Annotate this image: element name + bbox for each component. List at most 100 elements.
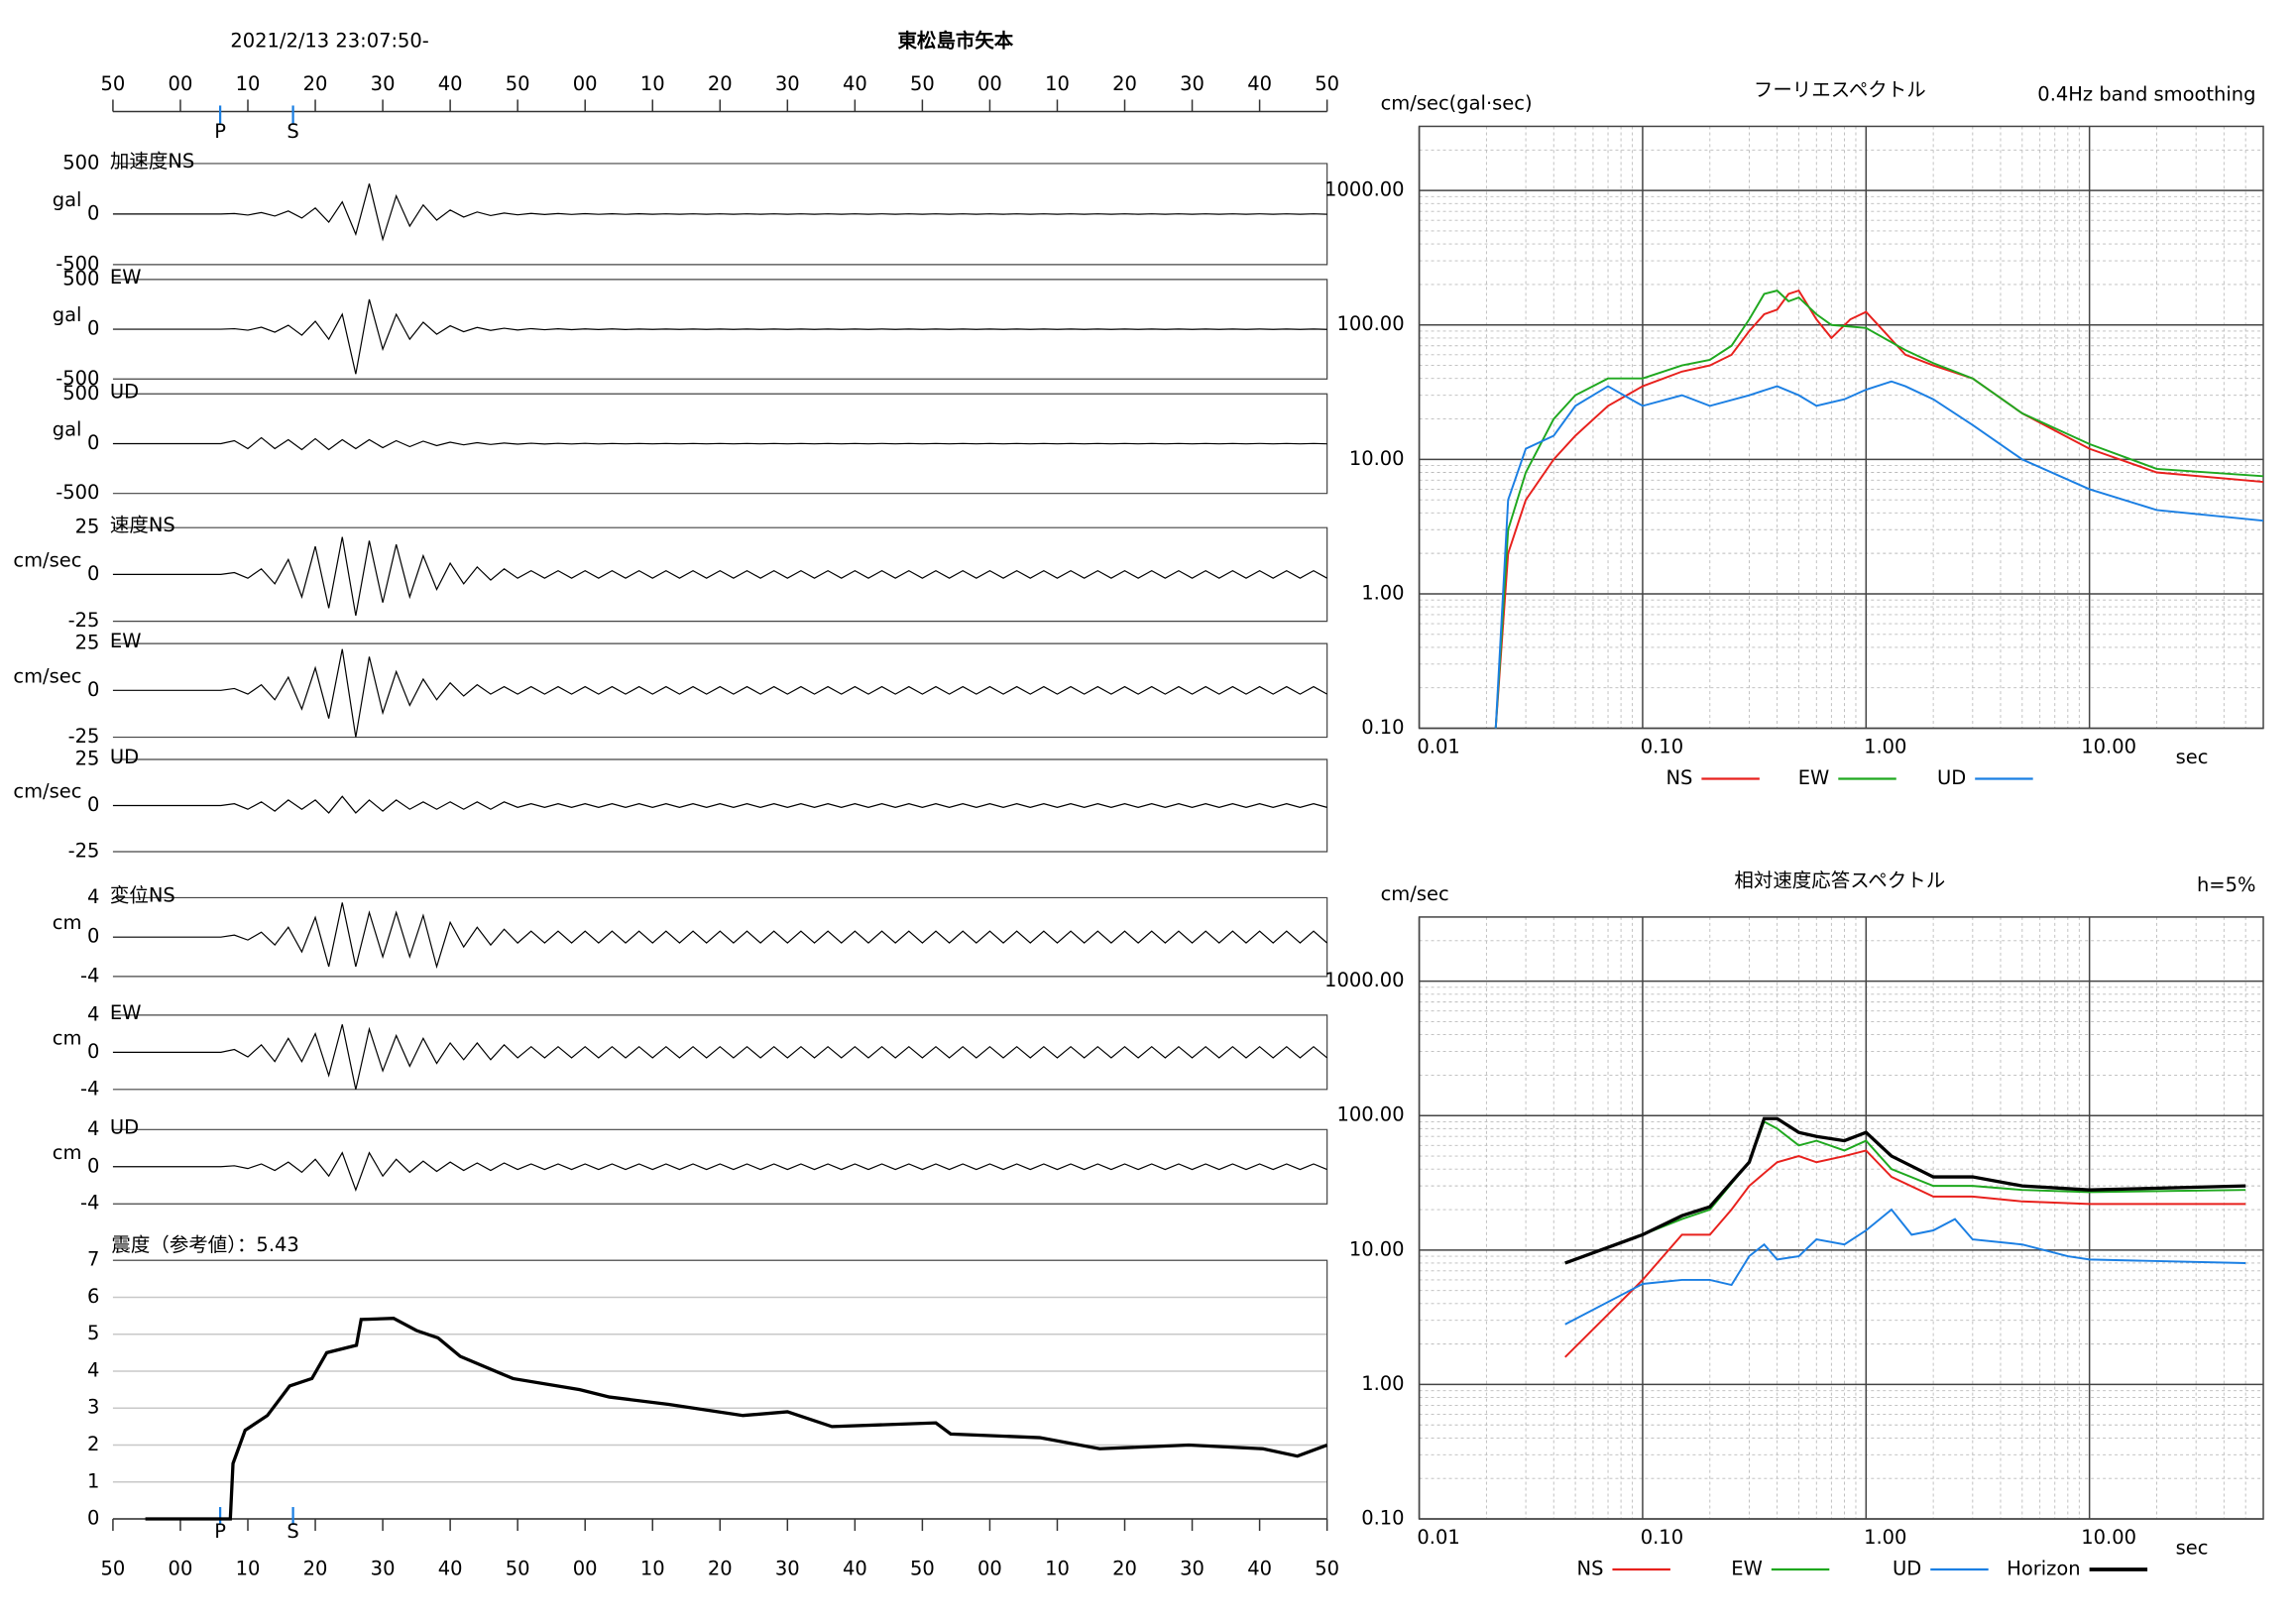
time-tick-label: 00: [573, 1558, 598, 1580]
y-tick-label: 4: [87, 885, 99, 908]
chart-subtitle: 0.4Hz band smoothing: [2037, 82, 2255, 105]
y-tick-label: 1: [87, 1469, 99, 1492]
trace-label: UD: [110, 380, 139, 403]
x-tick-label: 1.00: [1864, 736, 1906, 758]
time-tick-label: 30: [1180, 1558, 1205, 1580]
y-tick-label: 500: [62, 267, 99, 290]
legend-label: Horizon: [2007, 1558, 2080, 1580]
phase-label: P: [214, 120, 226, 143]
y-tick-label: -25: [68, 725, 100, 748]
x-tick-label: 10.00: [2081, 1526, 2136, 1549]
time-tick-label: 50: [1315, 72, 1339, 95]
chart-title: 相対速度応答スペクトル: [1734, 869, 1945, 891]
y-tick-label: 4: [87, 1002, 99, 1025]
spectrum-line: [1494, 290, 2264, 729]
phase-label: S: [287, 120, 298, 143]
y-tick-label: 0: [87, 201, 99, 224]
legend-label: UD: [1937, 766, 1966, 789]
unit-label: gal: [53, 417, 82, 440]
waveform: [112, 536, 1327, 617]
y-tick-label: 25: [75, 632, 100, 654]
legend-label: NS: [1577, 1558, 1604, 1580]
time-tick-label: 10: [236, 1558, 261, 1580]
phase-label: P: [214, 1520, 226, 1543]
time-tick-label: 50: [1315, 1558, 1339, 1580]
time-tick-label: 40: [438, 72, 463, 95]
time-tick-label: 30: [371, 1558, 396, 1580]
unit-label: gal: [53, 303, 82, 326]
y-tick-label: 1.00: [1361, 1372, 1404, 1395]
panel-frame: [112, 896, 1328, 978]
y-tick-label: 5: [87, 1322, 99, 1344]
y-tick-label: 0: [87, 1507, 99, 1530]
time-tick-label: 30: [1180, 72, 1205, 95]
time-tick-label: 10: [640, 72, 665, 95]
trace-label: 変位NS: [110, 883, 175, 906]
time-tick-label: 50: [910, 1558, 935, 1580]
unit-label: cm/sec: [13, 548, 81, 571]
time-tick-label: 20: [303, 72, 328, 95]
intensity-line: [145, 1317, 1328, 1521]
plot-frame: [112, 1259, 1328, 1520]
y-tick-label: -500: [56, 367, 99, 390]
y-tick-label: 100.00: [1336, 1103, 1404, 1126]
y-tick-label: 4: [87, 1117, 99, 1140]
time-tick-label: 10: [236, 72, 261, 95]
intensity-value: 5.43: [256, 1233, 298, 1256]
time-tick-label: 10: [1045, 1558, 1070, 1580]
y-tick-label: -500: [56, 252, 99, 275]
time-tick-label: 40: [1247, 72, 1272, 95]
time-tick-label: 00: [977, 1558, 1002, 1580]
unit-label: cm: [53, 1141, 82, 1164]
intensity-title: 震度（参考値）：5.43: [111, 1233, 298, 1256]
time-tick-label: 40: [843, 72, 867, 95]
y-tick-label: -4: [80, 1077, 99, 1100]
panel-frame: [112, 642, 1328, 739]
y-tick-label: 0.10: [1361, 1507, 1404, 1530]
x-axis-label: sec: [2176, 746, 2209, 768]
y-tick-label: 25: [75, 748, 100, 770]
y-tick-label: 0: [87, 793, 99, 816]
spectrum-line: [1564, 1208, 2246, 1326]
time-tick-label: 10: [640, 1558, 665, 1580]
panel-frame: [112, 526, 1328, 623]
unit-label: cm/sec: [13, 664, 81, 687]
trace-label: EW: [110, 630, 142, 652]
legend-label: UD: [1893, 1558, 1921, 1580]
time-tick-label: 50: [506, 72, 530, 95]
y-tick-label: 100.00: [1336, 312, 1404, 335]
y-tick-label: 4: [87, 1358, 99, 1381]
y-tick-label: -25: [68, 609, 100, 632]
chart-subtitle: h=5%: [2197, 873, 2256, 896]
y-tick-label: 1.00: [1361, 581, 1404, 604]
unit-label: gal: [53, 188, 82, 211]
time-tick-label: 40: [438, 1558, 463, 1580]
y-tick-label: 6: [87, 1285, 99, 1308]
waveform: [112, 183, 1327, 242]
waveform: [112, 795, 1327, 814]
waveform: [112, 648, 1327, 738]
time-tick-label: 20: [1112, 72, 1137, 95]
legend-label: EW: [1731, 1558, 1763, 1580]
waveform: [112, 1151, 1327, 1192]
y-tick-label: 10.00: [1349, 1237, 1405, 1260]
y-tick-label: 10.00: [1349, 447, 1405, 470]
trace-label: UD: [110, 1115, 139, 1138]
spectrum-line: [1564, 1116, 2246, 1265]
time-tick-label: 20: [708, 1558, 733, 1580]
plot-frame: [1418, 916, 2264, 1520]
plot-frame: [1418, 125, 2264, 730]
y-tick-label: 0.10: [1361, 716, 1404, 739]
y-tick-label: 1000.00: [1324, 178, 1405, 201]
y-tick-label: 0: [87, 925, 99, 948]
legend-label: EW: [1798, 766, 1830, 789]
waveform: [112, 1024, 1328, 1090]
unit-label: cm: [53, 1026, 82, 1049]
panel-frame: [112, 1014, 1328, 1091]
x-axis-label: sec: [2176, 1537, 2209, 1560]
time-tick-label: 50: [101, 72, 126, 95]
time-tick-label: 50: [910, 72, 935, 95]
x-tick-label: 0.01: [1417, 736, 1459, 758]
y-tick-label: -500: [56, 481, 99, 504]
trace-label: 加速度NS: [110, 150, 194, 173]
